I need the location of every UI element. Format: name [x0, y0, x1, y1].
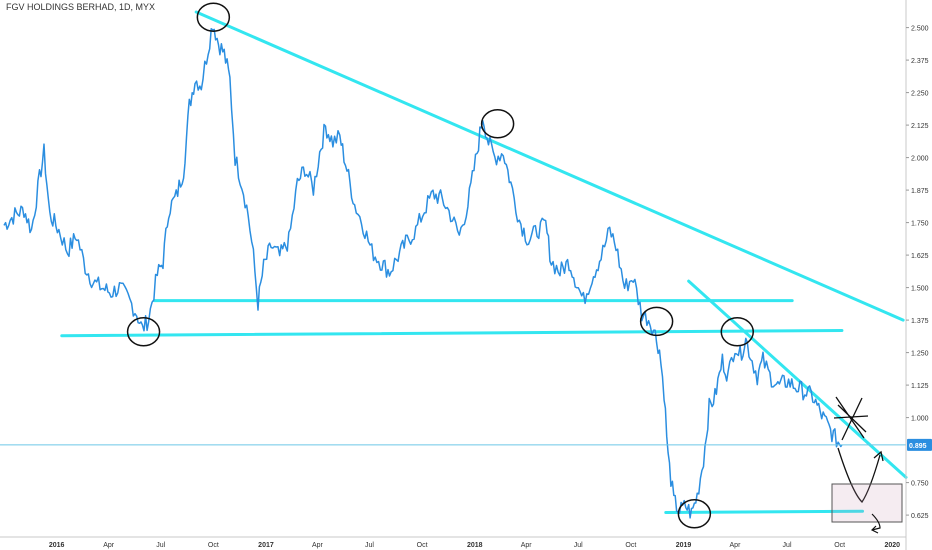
x-tick-label: Jul — [365, 542, 374, 549]
y-tick-label: 2.125 — [911, 123, 929, 130]
x-tick-label: Apr — [103, 542, 115, 549]
x-tick-label: Oct — [834, 542, 845, 549]
down-arrow-annotation[interactable] — [870, 513, 881, 534]
y-tick-label: 2.250 — [911, 91, 929, 98]
y-tick-label: 0.625 — [911, 513, 929, 520]
y-tick-label: 1.625 — [911, 253, 929, 260]
trendline-3[interactable] — [60, 329, 844, 338]
x-tick-label: 2019 — [676, 542, 692, 549]
x-tick-label: Oct — [625, 542, 636, 549]
y-tick-label: 1.750 — [911, 221, 929, 228]
y-tick-label: 1.125 — [911, 383, 929, 390]
time-axis[interactable]: 2016 Apr Jul Oct 2017 Apr Jul Oct 2018 Apr Jul Oct 2… — [0, 536, 906, 549]
circle-annotation-5[interactable] — [720, 317, 755, 347]
price-line[interactable] — [3, 28, 843, 519]
x-tick-label: 2020 — [884, 542, 900, 549]
y-tick-label: 0.750 — [911, 481, 929, 488]
x-tick-label: Jul — [783, 542, 792, 549]
circle-annotation-1[interactable] — [196, 2, 231, 32]
x-tick-label: Apr — [521, 542, 533, 549]
y-tick-label: 1.250 — [911, 351, 929, 358]
x-tick-label: 2016 — [49, 542, 65, 549]
trendline-1[interactable] — [194, 10, 905, 322]
target-zone-box[interactable] — [831, 483, 903, 523]
x-tick-label: 2017 — [258, 542, 274, 549]
x-mark-annotation[interactable] — [833, 396, 869, 441]
circle-annotation-6[interactable] — [677, 499, 712, 529]
x-tick-label: Oct — [417, 542, 428, 549]
price-series-layer — [3, 28, 843, 519]
x-tick-label: Jul — [156, 542, 165, 549]
circle-annotation-3[interactable] — [126, 317, 161, 347]
y-tick-label: 1.375 — [911, 318, 929, 325]
last-price-label: 0.895 — [909, 443, 927, 450]
y-tick-label: 2.500 — [911, 26, 929, 33]
trendline-5[interactable] — [664, 509, 865, 514]
circle-annotation-2[interactable] — [480, 109, 515, 139]
y-tick-label: 1.500 — [911, 286, 929, 293]
y-tick-label: 1.000 — [911, 416, 929, 423]
y-tick-label: 1.875 — [911, 188, 929, 195]
v-arrow-annotation[interactable] — [837, 447, 884, 504]
trendline-4[interactable] — [687, 279, 908, 479]
y-tick-label: 2.000 — [911, 156, 929, 163]
circle-annotation-4[interactable] — [639, 306, 674, 337]
y-tick-label: 2.375 — [911, 58, 929, 65]
x-tick-label: Apr — [730, 542, 742, 549]
x-tick-label: Oct — [208, 542, 219, 549]
trendlines-layer — [60, 10, 908, 514]
x-tick-label: 2018 — [467, 542, 483, 549]
x-tick-label: Apr — [312, 542, 324, 549]
x-tick-label: Jul — [574, 542, 583, 549]
annotations-layer — [0, 2, 906, 534]
last-price-badge — [907, 438, 932, 451]
chart-title: FGV HOLDINGS BERHAD, 1D, MYX — [6, 2, 156, 12]
price-axis[interactable]: 2.500 2.375 2.250 2.125 2.000 1.875 1.750 1.625… — [905, 0, 932, 550]
